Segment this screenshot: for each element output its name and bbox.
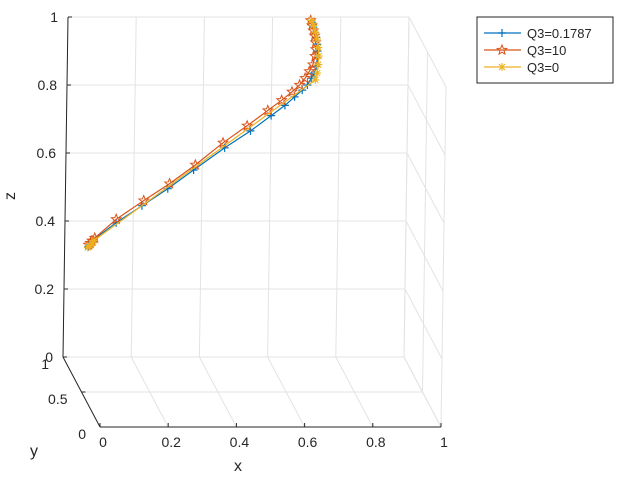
grid-line bbox=[422, 51, 428, 393]
grid-line bbox=[130, 16, 137, 358]
data-point bbox=[293, 78, 306, 91]
grid-line bbox=[335, 16, 342, 358]
grid-line bbox=[440, 86, 447, 428]
legend: Q3=0.1787 Q3=10 Q3=0 bbox=[476, 16, 614, 84]
data-point bbox=[313, 69, 322, 78]
data-point bbox=[498, 63, 506, 71]
x-tick-label: 1 bbox=[440, 434, 448, 450]
z-tick-label: 1 bbox=[50, 9, 58, 25]
data-point bbox=[267, 111, 276, 120]
z-tick-label: 0 bbox=[45, 349, 53, 365]
legend-label: Q3=0.1787 bbox=[527, 26, 592, 41]
series-line bbox=[88, 20, 317, 246]
grid-line bbox=[198, 16, 205, 358]
grid-line bbox=[407, 84, 446, 156]
grid-line bbox=[405, 220, 444, 292]
data-point bbox=[495, 43, 509, 56]
data-point bbox=[261, 104, 274, 116]
data-point bbox=[311, 75, 320, 84]
y-tick-label: 0.5 bbox=[48, 391, 68, 407]
grid-lines bbox=[62, 16, 447, 428]
legend-entry: Q3=0 bbox=[484, 60, 559, 75]
axis-labels: x y z bbox=[2, 192, 242, 475]
data-point bbox=[311, 28, 320, 37]
series-line bbox=[87, 20, 320, 248]
data-point bbox=[280, 101, 289, 110]
data-point bbox=[137, 194, 150, 206]
z-tick-label: 0.2 bbox=[35, 281, 55, 297]
z-tick-label: 0.6 bbox=[37, 145, 57, 161]
grid-line bbox=[403, 16, 410, 358]
z-tick-label: 0.4 bbox=[36, 213, 56, 229]
data-point bbox=[246, 126, 255, 135]
z-tick-label: 0.8 bbox=[38, 77, 58, 93]
grid-line bbox=[403, 356, 442, 428]
z-axis-line bbox=[62, 16, 69, 358]
data-point bbox=[314, 52, 323, 61]
x-tick-label: 0.4 bbox=[230, 434, 250, 450]
legend-label: Q3=10 bbox=[527, 43, 566, 58]
axes-box bbox=[62, 16, 442, 428]
data-point bbox=[312, 35, 321, 44]
series-Q3=10 bbox=[82, 14, 322, 250]
grid-line bbox=[404, 288, 443, 360]
data-point bbox=[216, 136, 230, 148]
data-series bbox=[82, 14, 323, 252]
data-point bbox=[275, 93, 288, 106]
y-tick-label: 1 bbox=[41, 356, 49, 372]
grid-line bbox=[408, 16, 447, 88]
data-point bbox=[303, 65, 316, 77]
data-point bbox=[110, 212, 123, 225]
legend-entry: Q3=0.1787 bbox=[484, 26, 592, 41]
legend-box bbox=[476, 16, 614, 84]
data-point bbox=[241, 119, 254, 131]
grid-line bbox=[267, 16, 274, 358]
data-point bbox=[314, 60, 323, 69]
data-point bbox=[90, 236, 99, 245]
x-tick-label: 0.6 bbox=[298, 434, 318, 450]
x-tick-label: 0.8 bbox=[366, 434, 386, 450]
data-point bbox=[285, 85, 298, 97]
data-point bbox=[307, 16, 316, 25]
data-point bbox=[309, 21, 318, 30]
series-Q3=0 bbox=[83, 16, 323, 252]
z-axis-label: z bbox=[2, 192, 19, 200]
x-tick-label: 0 bbox=[99, 434, 107, 450]
x-axis-label: x bbox=[234, 458, 242, 475]
data-point bbox=[299, 71, 312, 84]
data-point bbox=[314, 43, 323, 52]
y-axis-label: y bbox=[30, 443, 38, 460]
legend-entry: Q3=10 bbox=[484, 43, 566, 58]
grid-line bbox=[406, 152, 445, 224]
legend-label: Q3=0 bbox=[527, 60, 559, 75]
y-tick-label: 0 bbox=[78, 426, 86, 442]
x-tick-label: 0.2 bbox=[161, 434, 181, 450]
data-point bbox=[498, 29, 506, 37]
